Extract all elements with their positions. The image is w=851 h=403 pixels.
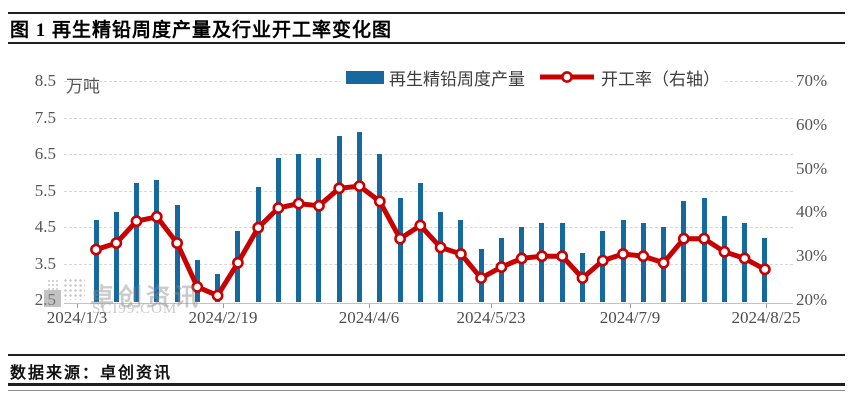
y-axis-right-tick-label: 50% bbox=[796, 158, 828, 178]
x-axis-line bbox=[64, 303, 793, 304]
production-bar bbox=[377, 154, 383, 302]
y-axis-right-tick-label: 70% bbox=[796, 71, 828, 90]
x-axis-tick bbox=[766, 304, 767, 308]
production-bar bbox=[661, 227, 667, 302]
production-bar bbox=[316, 157, 322, 302]
production-bar bbox=[701, 197, 707, 302]
footer-bottom-rule-thin bbox=[8, 390, 845, 391]
x-axis-tick-label: 2024/7/9 bbox=[599, 308, 661, 327]
production-bar bbox=[742, 223, 748, 302]
production-bar bbox=[721, 216, 727, 302]
production-bar bbox=[519, 227, 525, 302]
x-axis-tick-label: 2024/8/25 bbox=[731, 308, 801, 327]
x-axis-tick-label: 2024/4/6 bbox=[338, 308, 400, 327]
gridline bbox=[64, 190, 793, 192]
figure-title: 图 1 再生精铅周度产量及行业开工率变化图 bbox=[10, 20, 393, 41]
title-top-rule bbox=[8, 12, 845, 14]
watermark-brand: 卓创资讯 bbox=[90, 285, 202, 311]
production-bar bbox=[478, 248, 484, 302]
gridline bbox=[64, 117, 793, 119]
watermark-logo-icon bbox=[63, 278, 85, 300]
watermark: 卓创资讯 SCI99.COM bbox=[44, 276, 254, 318]
y-axis-right-tick-label: 40% bbox=[796, 202, 828, 222]
x-axis-tick-label: 2024/1/3 bbox=[46, 308, 108, 327]
x-axis-tick bbox=[223, 304, 224, 308]
footer-bottom-rule bbox=[8, 383, 845, 386]
watermark-logo-icon bbox=[44, 290, 61, 307]
x-axis-tick-label: 2024/5/23 bbox=[456, 308, 526, 327]
production-bar bbox=[620, 219, 626, 302]
production-bar bbox=[255, 186, 261, 302]
y-axis-left-tick-label: 7.5 bbox=[34, 107, 56, 127]
x-axis-tick bbox=[630, 304, 631, 308]
y-axis-right-tick-label: 30% bbox=[796, 246, 828, 266]
production-bar bbox=[458, 219, 464, 302]
footer-top-rule bbox=[8, 354, 845, 356]
production-bar bbox=[579, 252, 585, 302]
production-bar bbox=[417, 183, 423, 302]
x-axis-tick-label: 2024/2/19 bbox=[188, 308, 258, 327]
x-axis-tick bbox=[491, 304, 492, 308]
production-bar bbox=[357, 132, 362, 302]
data-source-note: 数据来源：卓创资讯 bbox=[10, 365, 173, 382]
y-axis-left-tick-label: 3.5 bbox=[34, 253, 56, 273]
bar-series-swatch bbox=[346, 70, 384, 84]
production-bar bbox=[559, 223, 565, 302]
x-axis-tick bbox=[77, 304, 78, 308]
line-series-swatch bbox=[540, 71, 594, 83]
watermark-logo-icon bbox=[47, 279, 58, 290]
production-bar bbox=[681, 201, 687, 302]
left-axis-unit: 万吨 bbox=[66, 77, 100, 96]
y-axis-left-tick-label: 4.5 bbox=[34, 217, 56, 236]
production-bar bbox=[640, 223, 646, 302]
legend-item-rate: 开工率（右轴） bbox=[538, 65, 720, 90]
line-series-label: 开工率（右轴） bbox=[601, 69, 720, 89]
y-axis-left-tick-label: 6.5 bbox=[34, 144, 56, 163]
production-bar bbox=[397, 197, 403, 302]
production-bar bbox=[438, 212, 444, 302]
production-bar bbox=[539, 223, 545, 302]
production-bar bbox=[762, 237, 768, 302]
title-bottom-rule bbox=[8, 42, 845, 44]
legend: 再生精铅周度产量 开工率（右轴） bbox=[341, 65, 725, 90]
production-bar bbox=[296, 154, 302, 302]
legend-item-production: 再生精铅周度产量 bbox=[346, 65, 525, 90]
production-bar bbox=[498, 237, 504, 302]
bar-series-label: 再生精铅周度产量 bbox=[389, 69, 525, 89]
watermark-site: SCI99.COM bbox=[92, 301, 178, 317]
y-axis-left-tick-label: 5.5 bbox=[34, 180, 56, 200]
y-axis-right-tick-label: 60% bbox=[796, 114, 828, 134]
production-bar bbox=[336, 135, 342, 302]
production-bar bbox=[275, 157, 281, 302]
gridline bbox=[64, 154, 793, 155]
y-axis-left-tick-label: 8.5 bbox=[34, 71, 56, 90]
y-axis-right-tick-label: 20% bbox=[796, 290, 828, 309]
x-axis-tick bbox=[369, 304, 370, 308]
production-bar bbox=[600, 230, 606, 302]
